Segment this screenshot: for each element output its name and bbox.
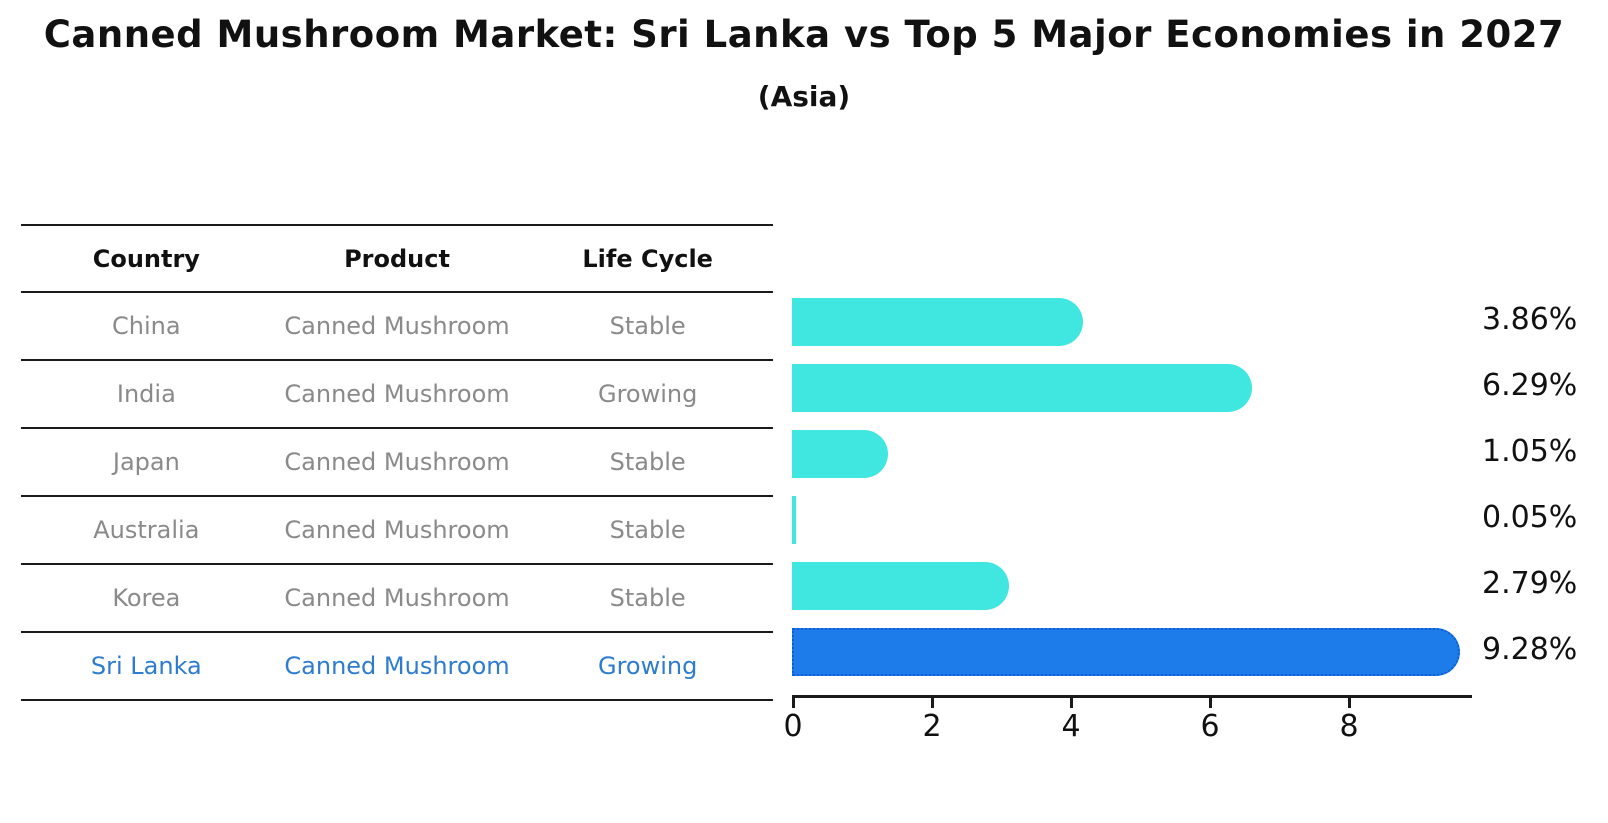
x-tick-2 (931, 697, 934, 708)
cell-life-cycle: Growing (597, 652, 698, 680)
cell-life-cycle: Stable (609, 516, 686, 544)
cell-product: Canned Mushroom (284, 584, 510, 612)
value-label-australia: 0.05% (1482, 500, 1578, 535)
cell-product: Canned Mushroom (284, 380, 510, 408)
table-body: China Canned Mushroom Stable India Canned Mu… (21, 293, 773, 701)
x-tick-label-8: 8 (1339, 709, 1359, 744)
table-row-china: China Canned Mushroom Stable (21, 293, 773, 361)
chart-title: Canned Mushroom Market: Sri Lanka vs Top… (43, 13, 1565, 56)
bar-india (792, 364, 1253, 412)
table-row-australia: Australia Canned Mushroom Stable (21, 497, 773, 565)
x-tick-0 (792, 697, 795, 708)
value-label-china: 3.86% (1482, 302, 1578, 337)
bar-sri-lanka (792, 628, 1460, 676)
cell-product: Canned Mushroom (284, 652, 510, 680)
bar-australia (792, 496, 796, 544)
value-label-india: 6.29% (1482, 368, 1578, 403)
x-tick-4 (1070, 697, 1073, 708)
value-label-korea: 2.79% (1482, 566, 1578, 601)
header-product: Product (344, 244, 450, 273)
cell-country: India (116, 380, 176, 408)
table-row-india: India Canned Mushroom Growing (21, 361, 773, 429)
cell-product: Canned Mushroom (284, 312, 510, 340)
table-row-sri-lanka: Sri Lanka Canned Mushroom Growing (21, 633, 773, 701)
bar-china (792, 298, 1084, 346)
cell-product: Canned Mushroom (284, 448, 510, 476)
cell-country: Japan (112, 448, 180, 476)
x-tick-label-2: 2 (922, 709, 942, 744)
cell-country: Australia (93, 516, 200, 544)
cell-life-cycle: Stable (609, 448, 686, 476)
bar-korea (792, 562, 1009, 610)
x-tick-6 (1209, 697, 1212, 708)
x-tick-label-0: 0 (783, 709, 803, 744)
x-tick-8 (1348, 697, 1351, 708)
cell-life-cycle: Growing (597, 380, 698, 408)
cell-product: Canned Mushroom (284, 516, 510, 544)
value-label-japan: 1.05% (1482, 434, 1578, 469)
table-header-row: Country Product Life Cycle (21, 224, 773, 293)
x-tick-label-4: 4 (1061, 709, 1081, 744)
value-label-sri-lanka: 9.28% (1482, 632, 1578, 667)
cell-life-cycle: Stable (609, 584, 686, 612)
comparison-table: Country Product Life Cycle China Canned M… (21, 224, 773, 701)
header-country: Country (92, 244, 200, 273)
bar-japan (792, 430, 888, 478)
x-axis-line (792, 695, 1472, 698)
cell-country: Sri Lanka (90, 652, 202, 680)
chart-subtitle: (Asia) (757, 80, 851, 113)
x-tick-label-6: 6 (1200, 709, 1220, 744)
header-life-cycle: Life Cycle (582, 244, 713, 273)
cell-life-cycle: Stable (609, 312, 686, 340)
cell-country: China (112, 312, 181, 340)
table-row-korea: Korea Canned Mushroom Stable (21, 565, 773, 633)
table-row-japan: Japan Canned Mushroom Stable (21, 429, 773, 497)
cell-country: Korea (112, 584, 181, 612)
